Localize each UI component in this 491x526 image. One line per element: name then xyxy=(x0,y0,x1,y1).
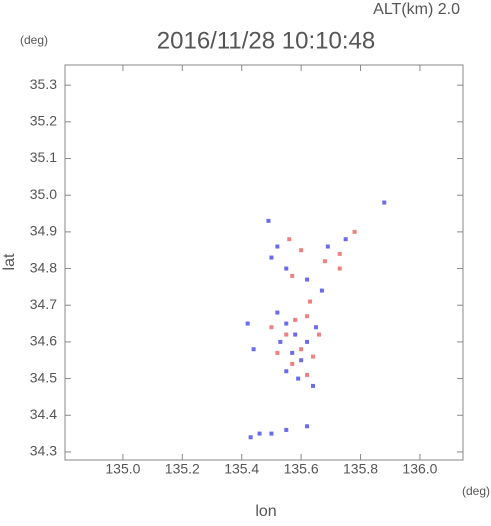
radar-point xyxy=(311,354,316,359)
y-axis-label: lat xyxy=(1,253,18,270)
x-tick-label: 136.0 xyxy=(402,461,437,477)
radar-point xyxy=(305,339,310,344)
radar-point xyxy=(299,248,304,253)
radar-point xyxy=(290,350,295,355)
radar-point xyxy=(319,288,324,293)
radar-point xyxy=(337,266,342,271)
y-unit: (deg) xyxy=(20,33,48,47)
y-tick-label: 34.3 xyxy=(30,443,57,459)
y-tick-label: 34.9 xyxy=(30,223,57,239)
x-unit: (deg) xyxy=(462,484,490,498)
chart-title: 2016/11/28 10:10:48 xyxy=(157,27,375,54)
plot-frame xyxy=(64,64,464,461)
radar-point xyxy=(293,317,298,322)
radar-point xyxy=(316,332,321,337)
radar-point xyxy=(266,218,271,223)
y-tick-label: 35.0 xyxy=(30,186,57,202)
radar-point xyxy=(284,332,289,337)
radar-point xyxy=(275,310,280,315)
y-tick-label: 34.7 xyxy=(30,296,57,312)
radar-point xyxy=(305,314,310,319)
radar-point xyxy=(299,347,304,352)
radar-point xyxy=(287,237,292,242)
radar-point xyxy=(352,229,357,234)
radar-point xyxy=(278,339,283,344)
radar-point xyxy=(343,237,348,242)
x-tick-label: 135.0 xyxy=(105,461,140,477)
radar-point xyxy=(305,277,310,282)
radar-point xyxy=(290,273,295,278)
y-tick-label: 34.4 xyxy=(30,406,57,422)
radar-point xyxy=(305,424,310,429)
x-tick-label: 135.2 xyxy=(165,461,200,477)
radar-point xyxy=(382,200,387,205)
x-tick-label: 135.8 xyxy=(343,461,378,477)
radar-point xyxy=(284,427,289,432)
x-tick-label: 135.4 xyxy=(224,461,259,477)
altitude-label: ALT(km) 2.0 xyxy=(373,1,460,18)
radar-point xyxy=(296,376,301,381)
radar-point xyxy=(322,259,327,264)
radar-point xyxy=(290,361,295,366)
radar-point xyxy=(275,350,280,355)
x-tick-label: 135.6 xyxy=(284,461,319,477)
radar-point xyxy=(325,244,330,249)
radar-point xyxy=(311,383,316,388)
y-tick-label: 34.5 xyxy=(30,369,57,385)
radar-point xyxy=(269,325,274,330)
radar-point xyxy=(275,244,280,249)
y-tick-label: 35.1 xyxy=(30,149,57,165)
radar-point xyxy=(337,251,342,256)
radar-point xyxy=(248,435,253,440)
radar-point xyxy=(245,321,250,326)
radar-point xyxy=(269,255,274,260)
radar-point xyxy=(293,332,298,337)
radar-point xyxy=(308,299,313,304)
y-tick-label: 34.8 xyxy=(30,259,57,275)
radar-point xyxy=(257,431,262,436)
radar-point xyxy=(299,358,304,363)
radar-point xyxy=(284,369,289,374)
radar-point xyxy=(313,325,318,330)
x-axis-label: lon xyxy=(255,503,276,520)
radar-point xyxy=(284,266,289,271)
y-tick-label: 35.3 xyxy=(30,76,57,92)
radar-point xyxy=(269,431,274,436)
radar-point xyxy=(251,347,256,352)
y-tick-label: 34.6 xyxy=(30,333,57,349)
radar-point xyxy=(284,321,289,326)
y-tick-label: 35.2 xyxy=(30,113,57,129)
radar-point xyxy=(305,372,310,377)
